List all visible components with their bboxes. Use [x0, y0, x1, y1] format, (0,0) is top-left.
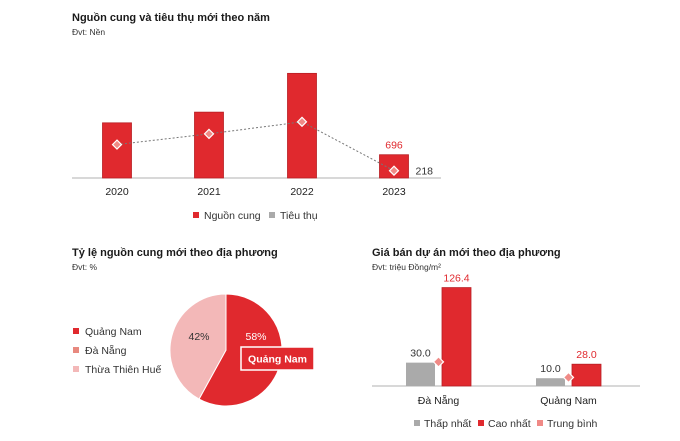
x-tick-quang-nam: Quảng Nam: [540, 395, 597, 407]
bar-supply-2020: [102, 122, 132, 179]
x-tick-2021: 2021: [197, 186, 221, 198]
legend-swatch-max: [478, 420, 484, 426]
share-unit: Đvt: %: [72, 262, 97, 272]
line-sales: [116, 121, 395, 172]
yearly-unit: Đvt: Nền: [72, 27, 105, 37]
price-chart: 30.0 126.4 Đà Nẵng 10.0 28.0 Quảng Nam: [372, 273, 640, 407]
share-chart: 58% 42% Quảng Nam: [169, 293, 315, 407]
bar-min-quang-nam: [536, 378, 565, 386]
callout-label: Quảng Nam: [248, 354, 307, 366]
legend-label-hue: Thừa Thiên Huế: [85, 364, 161, 376]
legend-swatch-min: [414, 420, 420, 426]
bar-max-quang-nam: [571, 363, 602, 387]
legend-swatch-avg: [537, 420, 543, 426]
slice-label-hue: 42%: [188, 331, 209, 343]
yearly-title: Nguồn cung và tiêu thụ mới theo năm: [72, 12, 270, 24]
bar-max-da-nang: [441, 287, 472, 387]
legend-label-supply: Nguồn cung: [204, 210, 261, 222]
label-min-quang-nam: 10.0: [540, 363, 561, 375]
share-title: Tỷ lệ nguồn cung mới theo địa phương: [72, 247, 278, 259]
callout-box: [240, 346, 315, 371]
x-tick-2023: 2023: [382, 186, 406, 198]
slice-label-quang-nam: 58%: [245, 331, 266, 343]
bar-min-da-nang: [406, 362, 435, 386]
yearly-chart: 2020 2021 2022 2023 696 218: [72, 72, 441, 198]
slice-hue: [169, 293, 227, 400]
price-title: Giá bán dự án mới theo địa phương: [372, 247, 561, 259]
x-tick-da-nang: Đà Nẵng: [418, 394, 460, 407]
legend-label-min: Thấp nhất: [424, 418, 471, 430]
legend-label-sales: Tiêu thụ: [280, 210, 318, 222]
x-tick-2022: 2022: [290, 186, 314, 198]
point-sales-2022: [296, 116, 308, 128]
legend-label-max: Cao nhất: [488, 418, 531, 430]
label-max-quang-nam: 28.0: [576, 349, 597, 361]
point-avg-quang-nam: [562, 371, 575, 384]
point-sales-2023: [388, 165, 400, 177]
legend-swatch-sales: [269, 212, 275, 218]
legend-swatch-supply: [193, 212, 199, 218]
label-supply-2023: 696: [385, 140, 403, 152]
point-sales-2021: [203, 128, 215, 140]
bar-supply-2021: [194, 111, 224, 179]
legend-swatch-hue: [73, 366, 79, 372]
legend-label-da-nang: Đà Nẵng: [85, 344, 127, 357]
legend-label-avg: Trung bình: [547, 418, 598, 430]
legend-swatch-da-nang: [73, 347, 79, 353]
label-sales-2023: 218: [416, 166, 434, 178]
legend-swatch-quang-nam: [73, 328, 79, 334]
point-avg-da-nang: [432, 356, 445, 368]
point-sales-2020: [111, 139, 123, 150]
legend-label-quang-nam: Quảng Nam: [85, 326, 142, 338]
price-unit: Đvt: triệu Đồng/m²: [372, 262, 441, 272]
label-min-da-nang: 30.0: [410, 348, 431, 360]
label-max-da-nang: 126.4: [443, 273, 469, 285]
x-tick-2020: 2020: [105, 186, 129, 198]
